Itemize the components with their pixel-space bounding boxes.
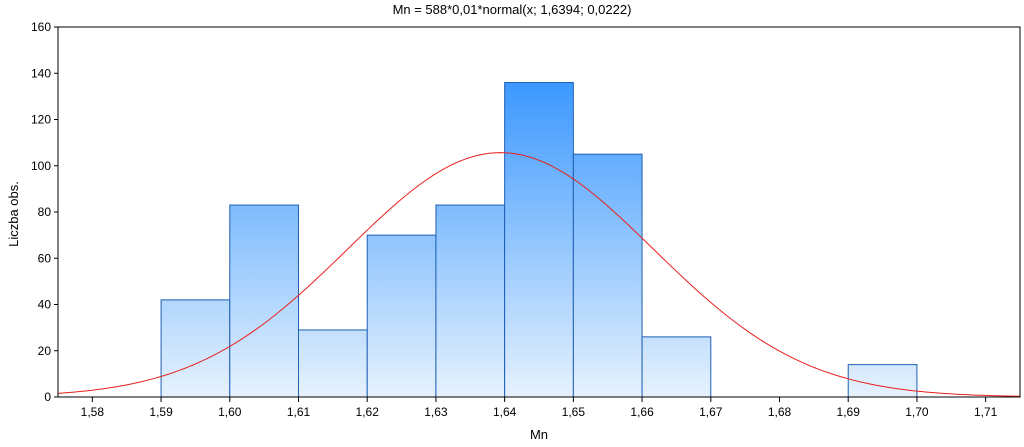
y-tick-label: 60 bbox=[38, 251, 52, 265]
x-tick-label: 1,70 bbox=[905, 405, 929, 419]
histogram-bar bbox=[366, 234, 437, 398]
x-axis-label: Mn bbox=[529, 427, 549, 442]
histogram-bar bbox=[298, 329, 368, 398]
y-tick-label: 0 bbox=[44, 390, 51, 404]
histogram-bar bbox=[847, 364, 918, 398]
histogram-bar bbox=[160, 299, 231, 398]
y-tick-label: 20 bbox=[38, 344, 52, 358]
y-tick-label: 40 bbox=[38, 298, 52, 312]
x-tick-label: 1,62 bbox=[356, 405, 380, 419]
histogram-bars bbox=[160, 82, 918, 398]
histogram-bar bbox=[641, 336, 712, 398]
y-tick-label: 80 bbox=[38, 205, 52, 219]
histogram-bar bbox=[504, 82, 574, 398]
x-tick-label: 1,64 bbox=[493, 405, 517, 419]
x-tick-label: 1,65 bbox=[562, 405, 586, 419]
x-tick-label: 1,67 bbox=[699, 405, 723, 419]
y-tick-label: 140 bbox=[31, 66, 51, 80]
histogram-bar bbox=[572, 153, 643, 398]
x-tick-label: 1,68 bbox=[768, 405, 792, 419]
x-tick-label: 1,61 bbox=[287, 405, 311, 419]
histogram-bar bbox=[435, 204, 506, 398]
y-tick-label: 120 bbox=[31, 113, 51, 127]
histogram-bar bbox=[229, 204, 300, 398]
x-tick-label: 1,66 bbox=[630, 405, 654, 419]
x-tick-label: 1,69 bbox=[837, 405, 861, 419]
chart-title: Mn = 588*0,01*normal(x; 1,6394; 0,0222) bbox=[392, 2, 632, 17]
x-tick-label: 1,63 bbox=[424, 405, 448, 419]
normal-fit-curve bbox=[57, 152, 1021, 397]
x-tick-label: 1,60 bbox=[218, 405, 242, 419]
y-axis: 0 20 40 60 80 100 120 140 160 bbox=[31, 20, 58, 404]
normal-fit-curve-layer bbox=[57, 152, 1021, 397]
x-tick-label: 1,58 bbox=[81, 405, 105, 419]
y-tick-label: 160 bbox=[31, 20, 51, 34]
x-tick-label: 1,71 bbox=[974, 405, 998, 419]
y-tick-label: 100 bbox=[31, 159, 51, 173]
x-axis: 1,58 1,59 1,60 1,61 1,62 1,63 1,64 1,65 1,66 1,67… bbox=[81, 397, 998, 419]
x-tick-label: 1,59 bbox=[149, 405, 173, 419]
